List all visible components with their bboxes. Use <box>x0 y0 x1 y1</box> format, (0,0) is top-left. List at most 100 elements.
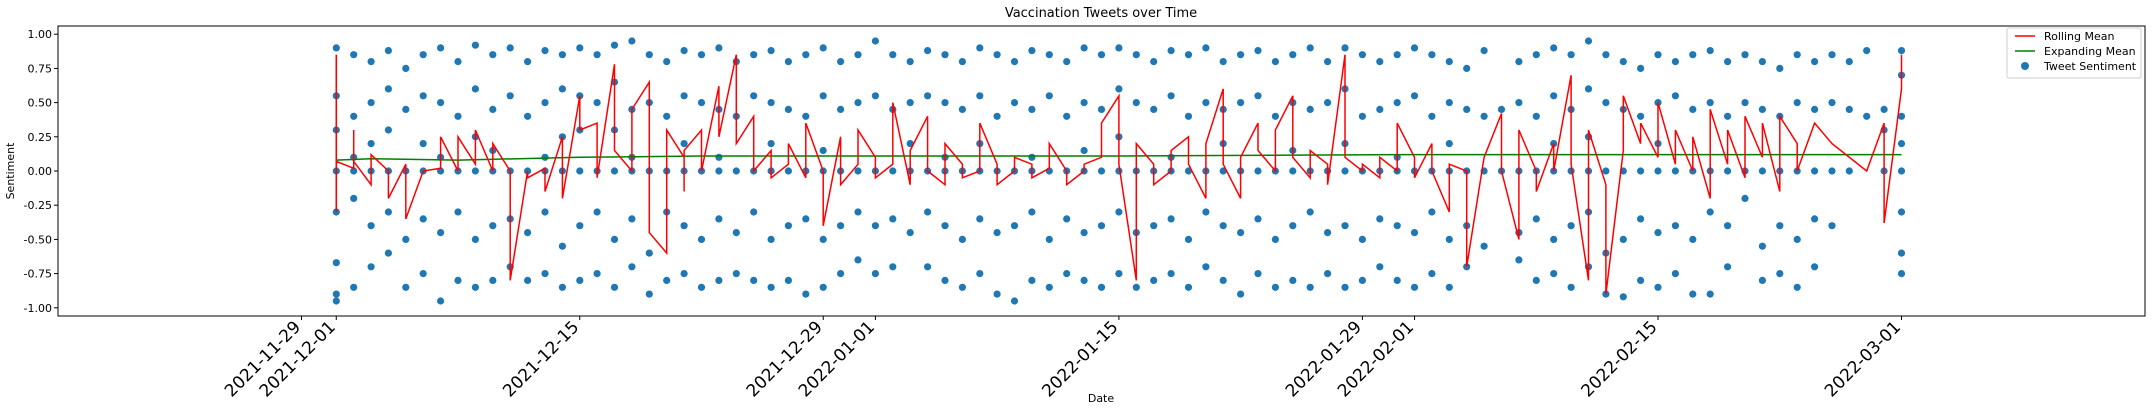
sentiment-point <box>837 105 845 113</box>
sentiment-point <box>1758 242 1766 250</box>
sentiment-point <box>1028 276 1036 284</box>
sentiment-point <box>1828 167 1836 175</box>
sentiment-point <box>576 167 584 175</box>
sentiment-point <box>1741 194 1749 202</box>
sentiment-point <box>802 51 810 59</box>
sentiment-point <box>1463 64 1471 72</box>
sentiment-point <box>350 167 358 175</box>
sentiment-point <box>645 290 653 298</box>
sentiment-point <box>489 105 497 113</box>
sentiment-point <box>1324 270 1332 278</box>
sentiment-point <box>454 112 462 120</box>
sentiment-point <box>1758 105 1766 113</box>
sentiment-point <box>1341 283 1349 291</box>
sentiment-point <box>1271 235 1279 243</box>
sentiment-point <box>802 215 810 223</box>
sentiment-point <box>1202 263 1210 271</box>
sentiment-point <box>1671 58 1679 66</box>
y-tick-label: 0.00 <box>28 165 53 178</box>
sentiment-point <box>1897 167 1906 175</box>
sentiment-point <box>1706 99 1714 107</box>
y-tick-label: -1.00 <box>24 302 52 315</box>
sentiment-point <box>645 249 653 257</box>
sentiment-point <box>1271 112 1279 120</box>
sentiment-point <box>976 92 984 100</box>
sentiment-point <box>1897 47 1906 55</box>
legend-expanding-label: Expanding Mean <box>2044 45 2136 58</box>
sentiment-point <box>1637 167 1645 175</box>
sentiment-point <box>1324 58 1332 66</box>
sentiment-point <box>1410 44 1419 52</box>
sentiment-point <box>854 208 862 216</box>
sentiment-point <box>1706 290 1714 298</box>
sentiment-point <box>1758 276 1766 284</box>
sentiment-point <box>1045 283 1053 291</box>
sentiment-point <box>1480 112 1488 120</box>
sentiment-point <box>767 283 775 291</box>
sentiment-point <box>732 167 740 175</box>
sentiment-point <box>471 235 479 243</box>
sentiment-point <box>1602 51 1610 59</box>
sentiment-point <box>750 92 758 100</box>
sentiment-point <box>1080 44 1088 52</box>
sentiment-point <box>1828 222 1836 230</box>
sentiment-point <box>384 126 392 134</box>
sentiment-point <box>402 235 410 243</box>
sentiment-point <box>1845 105 1853 113</box>
sentiment-point <box>541 99 549 107</box>
sentiment-point <box>1237 290 1245 298</box>
sentiment-point <box>1480 242 1488 250</box>
sentiment-point <box>663 58 671 66</box>
sentiment-point <box>1045 235 1053 243</box>
sentiment-point <box>558 242 567 250</box>
sentiment-point <box>1428 112 1436 120</box>
sentiment-point <box>1358 51 1366 59</box>
sentiment-point <box>1306 208 1314 216</box>
sentiment-point <box>906 99 914 107</box>
sentiment-point <box>593 51 601 59</box>
sentiment-point <box>819 92 827 100</box>
sentiment-point <box>576 222 584 230</box>
sentiment-point <box>1132 99 1140 107</box>
sentiment-point <box>1324 229 1332 237</box>
sentiment-point <box>1010 222 1019 230</box>
sentiment-point <box>1741 51 1749 59</box>
sentiment-point <box>697 51 706 59</box>
sentiment-point <box>1184 235 1193 243</box>
sentiment-point <box>1184 283 1193 291</box>
sentiment-point <box>906 229 914 237</box>
sentiment-point <box>889 51 897 59</box>
sentiment-point <box>1324 99 1332 107</box>
sentiment-point <box>1550 235 1558 243</box>
sentiment-point <box>1724 263 1732 271</box>
sentiment-point <box>384 85 392 93</box>
sentiment-point <box>767 140 775 148</box>
sentiment-point <box>454 276 462 284</box>
sentiment-point <box>402 105 410 113</box>
rolling-mean-line <box>335 54 1903 295</box>
sentiment-point <box>1463 105 1471 113</box>
sentiment-point <box>558 85 567 93</box>
sentiment-point <box>489 276 497 284</box>
sentiment-point <box>506 92 514 100</box>
sentiment-point <box>1811 58 1819 66</box>
sentiment-point <box>1793 99 1801 107</box>
sentiment-point <box>1532 276 1540 284</box>
sentiment-point <box>993 229 1001 237</box>
sentiment-point <box>1150 105 1158 113</box>
sentiment-point <box>1428 270 1436 278</box>
sentiment-point <box>958 235 967 243</box>
sentiment-point <box>1219 222 1227 230</box>
sentiment-point <box>610 235 619 243</box>
sentiment-point <box>1254 215 1262 223</box>
sentiment-point <box>1306 283 1314 291</box>
sentiment-point <box>1897 140 1906 148</box>
sentiment-point <box>332 297 340 305</box>
sentiment-point <box>628 263 636 271</box>
sentiment-point <box>1758 167 1766 175</box>
sentiment-point <box>1793 283 1801 291</box>
sentiment-point <box>1619 235 1627 243</box>
sentiment-point <box>1445 140 1453 148</box>
legend-points-label: Tweet Sentiment <box>2043 60 2137 73</box>
sentiment-point <box>645 51 653 59</box>
